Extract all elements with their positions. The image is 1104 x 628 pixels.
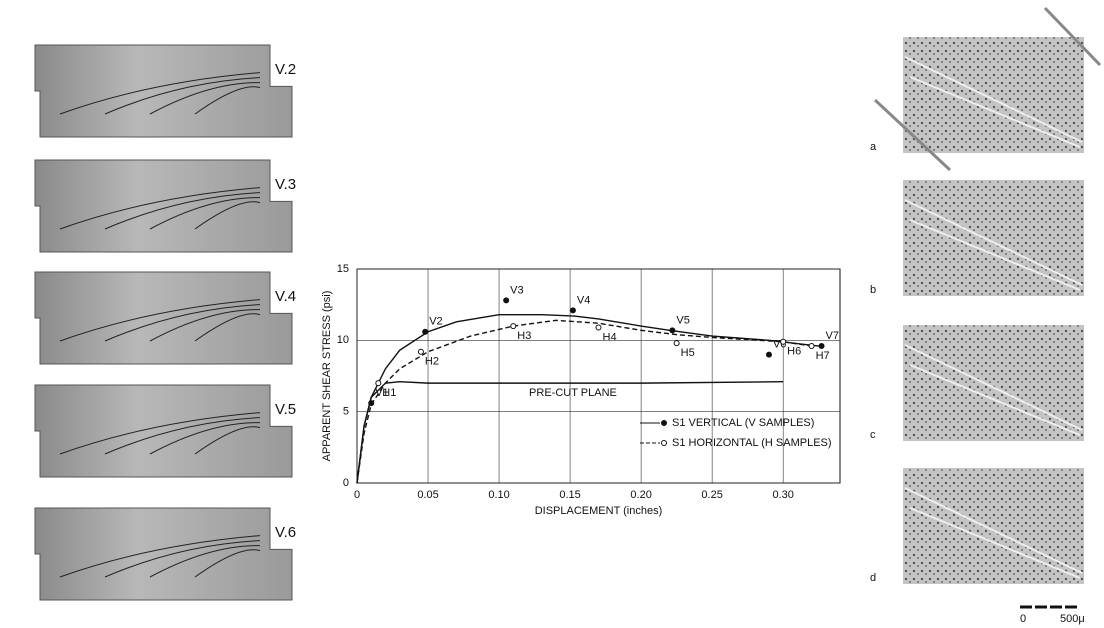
point-label: V4 — [577, 294, 590, 306]
point-label: V3 — [510, 284, 523, 296]
micrograph — [903, 37, 1084, 153]
crack — [149, 309, 261, 342]
point-label: H5 — [681, 347, 695, 359]
x-tick-label: 0.10 — [488, 489, 509, 501]
data-point — [818, 343, 825, 350]
panel-label: a — [870, 141, 877, 153]
crack — [59, 187, 261, 230]
legend-label: S1 HORIZONTAL (H SAMPLES) — [672, 437, 832, 449]
crack — [104, 77, 261, 115]
fracture — [904, 199, 1083, 291]
point-label: H4 — [603, 331, 617, 343]
series-line — [356, 319, 812, 484]
shear-arrow — [873, 6, 1102, 172]
data-point — [765, 351, 772, 358]
y-tick-label: 5 — [343, 406, 349, 418]
panel-label: b — [870, 284, 876, 296]
series-line — [356, 381, 784, 484]
x-tick-label: 0.15 — [559, 489, 580, 501]
micrograph — [903, 468, 1084, 584]
data-point — [808, 343, 815, 350]
x-tick-label: 0.20 — [630, 489, 651, 501]
x-tick-label: 0.30 — [772, 489, 793, 501]
data-point — [673, 340, 680, 347]
crack — [59, 72, 261, 115]
y-tick-label: 10 — [337, 334, 349, 346]
crack — [149, 197, 261, 230]
crack — [59, 535, 261, 578]
series-label: PRE-CUT PLANE — [529, 387, 617, 399]
photo-label: V.5 — [275, 401, 296, 418]
crack — [194, 426, 261, 455]
point-label: V2 — [429, 316, 442, 328]
specimen-photo — [34, 271, 293, 365]
micrograph — [903, 325, 1084, 441]
y-axis-title: APPARENT SHEAR STRESS (psi) — [321, 291, 333, 462]
crack — [194, 549, 261, 578]
data-point — [595, 324, 602, 331]
legend-marker — [661, 420, 667, 426]
legend-label: S1 VERTICAL (V SAMPLES) — [672, 417, 814, 429]
plot-frame — [356, 268, 841, 484]
crack — [149, 422, 261, 455]
y-tick-label: 0 — [343, 477, 349, 489]
data-point — [669, 327, 676, 334]
point-label: H1 — [382, 387, 396, 399]
point-label: H2 — [425, 356, 439, 368]
specimen-photo — [34, 507, 293, 601]
crack — [194, 86, 261, 115]
x-tick-label: 0 — [354, 489, 360, 501]
data-point — [780, 338, 787, 345]
data-point — [422, 328, 429, 335]
photo-label: V.4 — [275, 288, 296, 305]
data-point — [417, 348, 424, 355]
crack — [104, 417, 261, 455]
specimen-photo — [34, 44, 293, 138]
crack — [59, 412, 261, 455]
data-point — [375, 380, 382, 387]
panel-label: d — [870, 572, 876, 584]
micrograph — [903, 180, 1084, 296]
crack — [104, 304, 261, 342]
crack — [149, 545, 261, 578]
point-label: V7 — [826, 330, 839, 342]
crack — [104, 540, 261, 578]
y-tick-label: 15 — [337, 263, 349, 275]
crack — [59, 299, 261, 342]
x-axis-title: DISPLACEMENT (inches) — [535, 505, 663, 517]
legend-marker — [661, 440, 667, 446]
crack — [194, 313, 261, 342]
crack — [104, 192, 261, 230]
data-point — [503, 297, 510, 304]
photo-label: V.6 — [275, 524, 296, 541]
point-label: H6 — [787, 346, 801, 358]
photo-label: V.2 — [275, 61, 296, 78]
specimen-photo — [34, 159, 293, 253]
fracture — [904, 56, 1083, 148]
scale-label: 0 — [1020, 613, 1026, 625]
fracture — [904, 344, 1083, 436]
crack — [149, 82, 261, 115]
x-tick-label: 0.25 — [701, 489, 722, 501]
point-label: H7 — [816, 350, 830, 362]
point-label: V5 — [676, 314, 689, 326]
data-point — [510, 323, 517, 330]
fracture — [904, 487, 1083, 579]
point-label: H3 — [517, 330, 531, 342]
x-tick-label: 0.05 — [417, 489, 438, 501]
specimen-photo — [34, 384, 293, 478]
panel-label: c — [870, 429, 876, 441]
data-point — [569, 307, 576, 314]
crack — [194, 201, 261, 230]
photo-label: V.3 — [275, 176, 296, 193]
scale-label: 500μ — [1060, 613, 1085, 625]
